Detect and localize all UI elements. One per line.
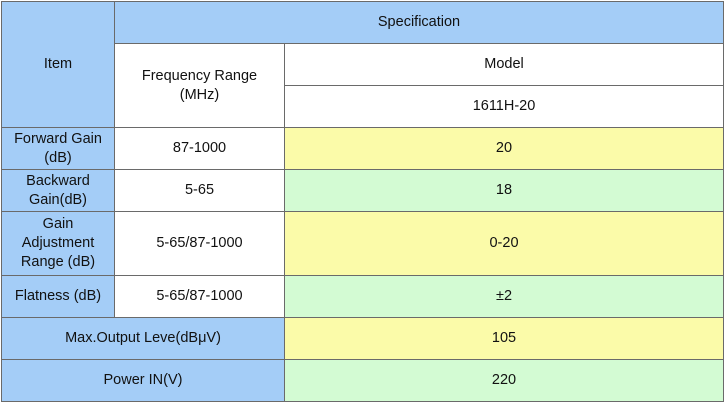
row-value: 20 xyxy=(284,127,724,170)
row-value: 0-20 xyxy=(284,211,724,276)
table-row: Backward Gain(dB) 5-65 18 xyxy=(1,169,724,212)
table-row: Max.Output Leve(dBμV) 105 xyxy=(1,317,724,360)
specification-header: Specification xyxy=(114,1,724,44)
item-header: Item xyxy=(1,1,115,128)
row-value: 105 xyxy=(284,317,724,360)
row-item-label: Forward Gain (dB) xyxy=(1,127,115,170)
row-frequency: 5-65/87-1000 xyxy=(114,275,285,318)
row-value: ±2 xyxy=(284,275,724,318)
row-frequency: 5-65 xyxy=(114,169,285,212)
row-frequency: 87-1000 xyxy=(114,127,285,170)
frequency-range-header: Frequency Range (MHz) xyxy=(114,43,285,128)
frequency-range-label: Frequency Range (MHz) xyxy=(141,67,258,103)
header-row-1: Item Specification xyxy=(1,1,724,128)
table-row: Forward Gain (dB) 87-1000 20 xyxy=(1,127,724,170)
row-item-label: Max.Output Leve(dBμV) xyxy=(1,317,285,360)
header-row-3: 1611H-20 xyxy=(2,85,724,128)
row-frequency: 5-65/87-1000 xyxy=(114,211,285,276)
model-header: Model xyxy=(284,43,724,86)
table-row: Gain Adjustment Range (dB) 5-65/87-1000 … xyxy=(1,211,724,276)
model-value: 1611H-20 xyxy=(284,85,724,128)
table-row: Power IN(V) 220 xyxy=(1,359,724,402)
table-row: Flatness (dB) 5-65/87-1000 ±2 xyxy=(1,275,724,318)
row-item-label: Gain Adjustment Range (dB) xyxy=(1,211,115,276)
row-item-label: Flatness (dB) xyxy=(1,275,115,318)
row-item-label: Power IN(V) xyxy=(1,359,285,402)
row-value: 220 xyxy=(284,359,724,402)
row-item-label: Backward Gain(dB) xyxy=(1,169,115,212)
header-row-2: Frequency Range (MHz) Model xyxy=(2,43,724,128)
row-value: 18 xyxy=(284,169,724,212)
